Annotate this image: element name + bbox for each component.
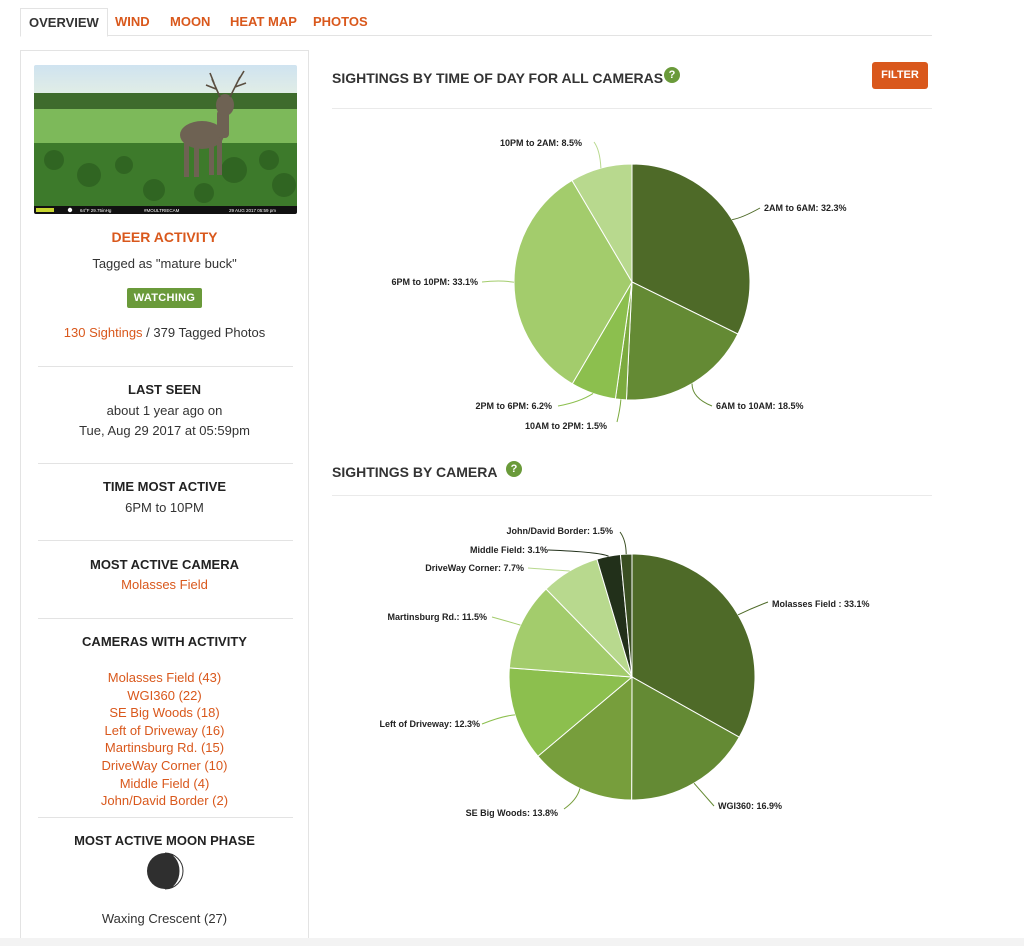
- pie-slice[interactable]: [537, 675, 633, 801]
- watching-badge[interactable]: WATCHING: [126, 288, 203, 308]
- most-active-camera-title: MOST ACTIVE CAMERA: [89, 557, 240, 572]
- help-icon[interactable]: ?: [506, 461, 522, 477]
- pie-leader-line: [481, 714, 516, 725]
- moon-waxing-crescent-icon: [146, 852, 183, 890]
- pie-data-label: 10AM to 2PM: 1.5%: [525, 421, 607, 431]
- filter-button[interactable]: FILTER: [872, 62, 928, 89]
- time-of-day-chart-title: SIGHTINGS BY TIME OF DAY FOR ALL CAMERAS: [332, 70, 664, 86]
- cameras-with-activity-title: CAMERAS WITH ACTIVITY: [82, 634, 247, 649]
- moon-phase-title: MOST ACTIVE MOON PHASE: [74, 833, 255, 848]
- camera-link[interactable]: DriveWay Corner (10): [101, 757, 228, 773]
- camera-link[interactable]: John/David Border (2): [100, 793, 229, 809]
- pie-leader-line: [491, 616, 521, 626]
- tab-photos[interactable]: PHOTOS: [313, 14, 368, 29]
- pie-data-label: 2AM to 6AM: 32.3%: [764, 203, 847, 213]
- pie-leader-line: [563, 788, 581, 810]
- pie-slice[interactable]: [631, 676, 740, 801]
- camera-link[interactable]: Middle Field (4): [119, 775, 210, 791]
- tab-bar: OVERVIEW WIND MOON HEAT MAP PHOTOS: [20, 8, 932, 37]
- camera-link[interactable]: WGI360 (22): [127, 687, 202, 703]
- pie-data-label: WGI360: 16.9%: [718, 801, 782, 811]
- pie-leader-line: [616, 399, 622, 423]
- pie-slice[interactable]: [508, 588, 634, 678]
- footer-bar: [0, 938, 1024, 946]
- camera-pie-chart: Molasses Field : 33.1% WGI360: 16.9% SE Bi…: [379, 526, 870, 818]
- pie-slice[interactable]: [631, 553, 756, 738]
- pie-leader-line: [547, 549, 609, 557]
- pie-data-label: 10PM to 2AM: 8.5%: [500, 138, 582, 148]
- tagged-label: Tagged as "mature buck": [92, 256, 237, 271]
- pie-slice[interactable]: [631, 163, 751, 335]
- photo-caption-left: 64°F 29.75inHg: [80, 208, 112, 213]
- time-most-active-title: TIME MOST ACTIVE: [102, 479, 227, 494]
- pie-leader-line: [737, 601, 769, 616]
- pie-leader-line: [619, 531, 627, 555]
- most-active-camera-link[interactable]: Molasses Field: [121, 577, 208, 592]
- camera-chart-title: SIGHTINGS BY CAMERA: [332, 464, 498, 480]
- camera-link[interactable]: Molasses Field (43): [107, 670, 222, 685]
- pie-data-label: Middle Field: 3.1%: [470, 545, 548, 555]
- camera-link[interactable]: SE Big Woods (18): [109, 705, 220, 721]
- deer-activity-title: DEER ACTIVITY: [111, 229, 218, 245]
- pie-leader-line: [691, 383, 713, 407]
- divider: [38, 366, 293, 367]
- pie-slice[interactable]: [619, 553, 633, 678]
- pie-slice[interactable]: [625, 281, 739, 401]
- divider: [38, 540, 293, 541]
- pie-slice[interactable]: [508, 667, 634, 757]
- deer-photo[interactable]: 64°F 29.75inHg #MOULTRIECAM 29 AUG 2017 …: [34, 65, 297, 214]
- sightings-summary: 130 Sightings / 379 Tagged Photos: [21, 325, 308, 340]
- pie-data-label: DriveWay Corner: 7.7%: [425, 563, 524, 573]
- tagged-photos-count: / 379 Tagged Photos: [142, 325, 266, 340]
- tab-moon[interactable]: MOON: [170, 14, 211, 29]
- photo-caption-right: 29 AUG 2017 05:59 pm: [229, 208, 276, 213]
- pie-data-label: Molasses Field : 33.1%: [772, 599, 870, 609]
- pie-data-label: 6PM to 10PM: 33.1%: [391, 277, 478, 287]
- divider: [332, 495, 932, 496]
- divider: [38, 463, 293, 464]
- pie-data-label: Left of Driveway: 12.3%: [379, 719, 480, 729]
- tab-heat-map[interactable]: HEAT MAP: [230, 14, 297, 29]
- last-seen-title: LAST SEEN: [128, 382, 201, 397]
- photo-caption-mid: #MOULTRIECAM: [144, 208, 180, 213]
- pie-data-label: 6AM to 10AM: 18.5%: [716, 401, 804, 411]
- pie-leader-line: [732, 207, 761, 221]
- last-seen-line2: Tue, Aug 29 2017 at 05:59pm: [79, 423, 250, 438]
- sightings-link[interactable]: 130 Sightings: [63, 325, 143, 340]
- tab-overview[interactable]: OVERVIEW: [20, 8, 108, 37]
- camera-link[interactable]: Martinsburg Rd. (15): [104, 740, 225, 756]
- help-icon[interactable]: ?: [664, 67, 680, 83]
- time-most-active-value: 6PM to 10PM: [125, 500, 204, 515]
- pie-leader-line: [593, 141, 602, 169]
- pie-data-label: John/David Border: 1.5%: [506, 526, 613, 536]
- pie-data-label: SE Big Woods: 13.8%: [466, 808, 558, 818]
- time-of-day-pie-chart: 2AM to 6AM: 32.3% 6AM to 10AM: 18.5% 10AM …: [391, 138, 847, 431]
- pie-data-label: Martinsburg Rd.: 11.5%: [387, 612, 487, 622]
- camera-activity-list: Molasses Field (43) WGI360 (22) SE Big W…: [21, 669, 308, 810]
- last-seen-line1: about 1 year ago on: [106, 403, 223, 418]
- tab-wind[interactable]: WIND: [115, 14, 150, 29]
- pie-leader-line: [557, 392, 594, 407]
- deer-summary-card: 64°F 29.75inHg #MOULTRIECAM 29 AUG 2017 …: [20, 50, 309, 946]
- pie-leader-line: [481, 280, 515, 283]
- divider: [332, 108, 932, 109]
- pie-slice[interactable]: [571, 163, 633, 284]
- pie-leader-line: [693, 782, 715, 807]
- divider: [38, 817, 293, 818]
- pie-leader-line: [527, 567, 570, 572]
- pie-data-label: 2PM to 6PM: 6.2%: [475, 401, 552, 411]
- divider: [38, 618, 293, 619]
- moon-phase-value: Waxing Crescent (27): [101, 911, 228, 926]
- camera-link[interactable]: Left of Driveway (16): [104, 722, 225, 738]
